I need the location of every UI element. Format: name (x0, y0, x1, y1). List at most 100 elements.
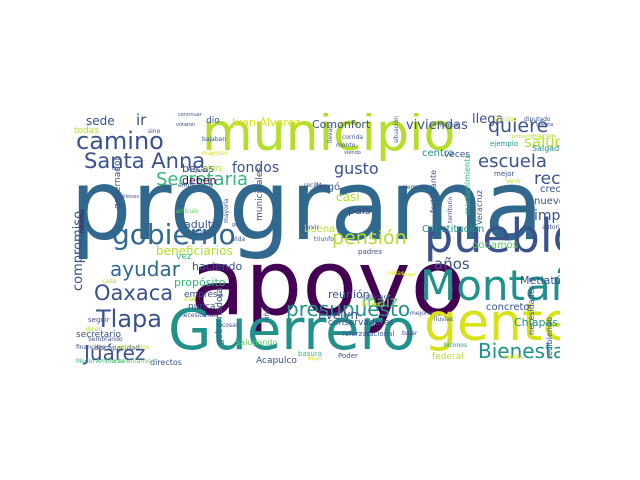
word-concreto: Constitución (422, 224, 485, 235)
word-chiapas: Metlatónoc (520, 274, 560, 287)
word-millones: artículo (176, 208, 199, 215)
word-situacion: cuenta (536, 122, 554, 128)
word-viendo: bajaban (202, 136, 227, 143)
word-mayoria: situación (393, 115, 400, 143)
word-bajaban: reforma (79, 209, 86, 233)
word-nunca: empresa (184, 290, 224, 300)
word-santa-anna: Santa Anna (84, 149, 206, 173)
word-centro: adulto (184, 218, 219, 231)
word-nino: llevan (327, 124, 334, 143)
word-votaron: dar (112, 166, 121, 172)
word-necesidades: diputado (524, 116, 551, 123)
word-secretaria: Secretaria (156, 169, 248, 190)
word-todas: bien (202, 164, 222, 174)
word-deben: becas (182, 162, 215, 175)
word-hacen: Salgado (532, 144, 560, 153)
word-siempre: cabecera (362, 294, 390, 301)
word-juan-alvarez: fondos (232, 160, 280, 176)
word-mantenimiento: Veracruz (475, 190, 484, 225)
word-llega: viviendas (406, 118, 468, 133)
word-viviendas: Comonfort (312, 118, 371, 131)
word-hogares: mayoría (223, 198, 230, 223)
word-diputado: monto (336, 142, 356, 149)
word-pais: casi (336, 190, 360, 204)
word-ir: recurso (534, 169, 560, 189)
word-camino: camino (76, 127, 164, 155)
word-recurso: maíz (362, 293, 398, 311)
word-federal: concreto (486, 302, 530, 313)
word-empleamos: gusta (232, 222, 246, 228)
word-necesitamos: mal (184, 296, 196, 303)
word-mayores: millones (118, 194, 139, 200)
word-importante: años (434, 255, 470, 273)
word-servir: siempre (402, 184, 427, 191)
word-municipio: municipio (202, 113, 456, 163)
word-nacional: reforzar (342, 330, 370, 338)
word-continuar: mayores (202, 150, 228, 157)
word-reforma: menos (438, 122, 459, 129)
word-veces: centro (422, 148, 454, 159)
word-becas: haciendo (192, 260, 243, 273)
word-directos: discapacidad (94, 344, 140, 352)
word-bienestar: Bienestar (478, 339, 560, 363)
word-montana: Montaña (420, 261, 560, 310)
word-cada: niño (263, 307, 271, 323)
word-comentarios: Medio Ambiente (76, 358, 125, 365)
word-constitucion: buena (304, 224, 336, 235)
word-corrida: sino (148, 128, 161, 135)
word-tlapa: Tlapa (96, 305, 162, 333)
word-programa: programa (72, 149, 544, 262)
word-casi: llega (472, 113, 504, 127)
word-medio-ambiente: directos (150, 358, 182, 366)
word-proyecto: proyecto (512, 134, 534, 140)
word-pension: pensión (332, 227, 407, 249)
word-maiz: importante (534, 208, 560, 224)
word-bajar: bajar (402, 330, 418, 337)
word-gobernador: mantenimiento (463, 153, 472, 215)
word-dicen: dicen (86, 326, 103, 333)
word-cosas: cada (102, 278, 117, 285)
word-metlatonoc: Evelyn (318, 308, 359, 322)
word-juarez: Juárez (84, 341, 146, 365)
word-poder: basura (298, 350, 322, 358)
word-ayudar: ayudar (110, 257, 180, 281)
word-estimados: estimados (118, 344, 149, 351)
word-bajan: bajan (308, 356, 322, 362)
word-bien: dio (206, 116, 220, 126)
word-escuela: escuela (478, 151, 547, 172)
word-apoyo: apoyo (190, 231, 466, 336)
word-evelyn: país (348, 204, 371, 217)
word-pueblo: pueblo (424, 209, 560, 263)
word-beneficiarios: reunión (328, 288, 370, 301)
word-sembrando: necesitamos (180, 312, 218, 319)
word-gobernadora: gobernador (113, 156, 123, 209)
word-veracruz: mejor (494, 170, 515, 178)
word-dar: empleamos (178, 182, 214, 189)
word-quiere: quiere (488, 115, 549, 137)
word-reforzar: Poder (338, 352, 358, 360)
word-proposito: beneficiarios (156, 244, 233, 258)
word-triunfo: mejorar (410, 310, 434, 317)
word-mal: vez (176, 252, 192, 262)
word-mejor: autoridades (542, 224, 560, 231)
word-recibe: triunfo (314, 236, 334, 243)
word-salud: gusto (334, 159, 379, 178)
word-nuevo: creo (540, 184, 560, 195)
word-llegar: llegar (402, 272, 417, 278)
word-llego: nuevo (534, 196, 560, 207)
word-venir: venir (506, 178, 522, 185)
word-dio: nunca (188, 302, 216, 312)
word-ninas: niñas (388, 270, 405, 277)
word-saludando: comentarios (114, 358, 152, 365)
word-hicieron: hicieron (362, 302, 382, 308)
word-vida: recibe (304, 182, 323, 189)
word-salgado: padres (358, 248, 382, 256)
word-gusto: presupuesto (286, 297, 411, 321)
word-menos: continuar (178, 113, 202, 118)
word-autoridades: ejemplo (490, 140, 519, 148)
word-saludar: viendo (344, 150, 361, 156)
word-territorio: recibiendo (545, 317, 554, 359)
word-cuenta: corrida (342, 134, 363, 141)
word-fondos: sede (86, 114, 115, 128)
word-articulo: médica (194, 230, 216, 237)
